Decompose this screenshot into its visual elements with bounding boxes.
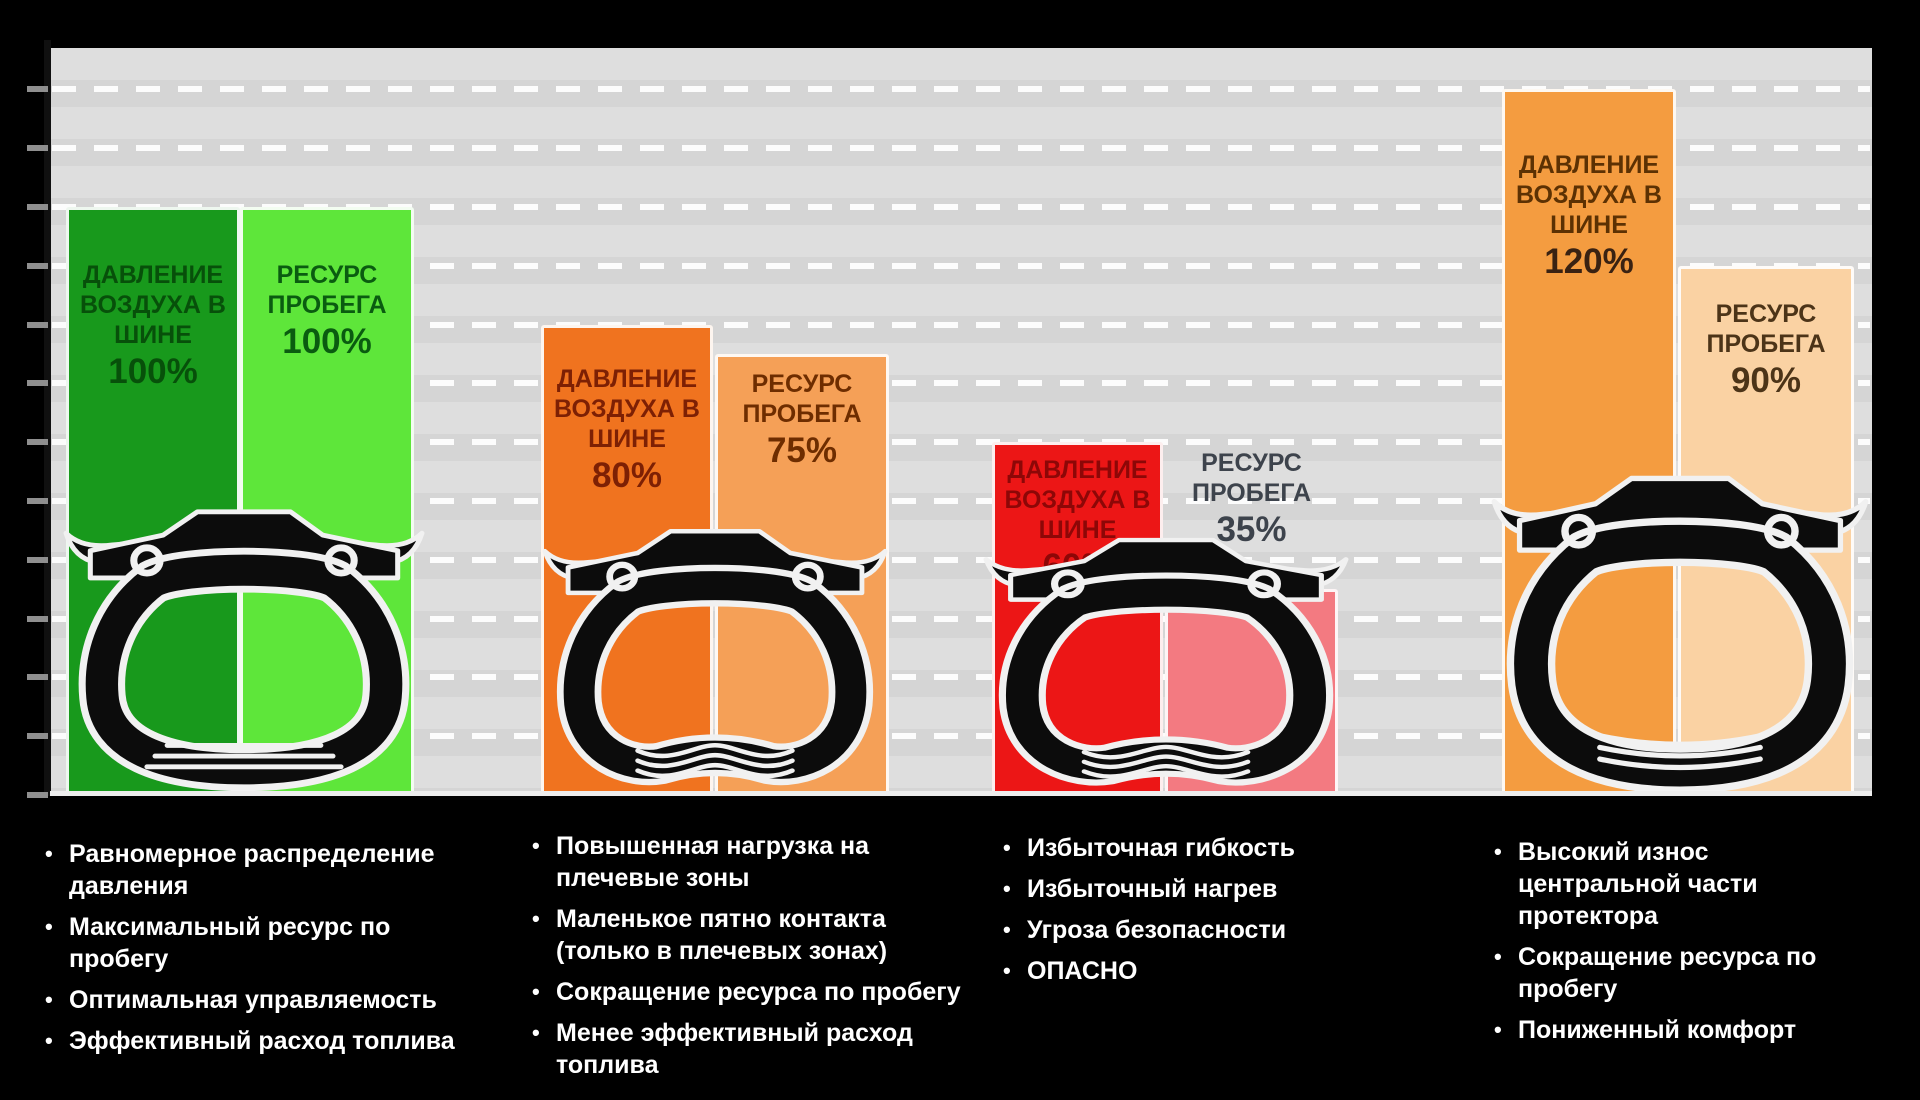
- notes-list-pressure-80: • Повышенная нагрузка на плечевые зоны • М…: [532, 830, 1032, 1090]
- gridline-100: [52, 204, 1870, 210]
- bar-value: 75%: [766, 431, 838, 470]
- bar-label: ДАВЛЕНИЕ ВОЗДУХА В ШИНЕ: [1004, 456, 1151, 544]
- bar-value: 100%: [108, 352, 198, 391]
- bar-label: ДАВЛЕНИЕ ВОЗДУХА В ШИНЕ: [80, 261, 226, 349]
- gridline-90: [52, 263, 1870, 269]
- bullet-icon: •: [45, 987, 53, 1012]
- note-item: • Угроза безопасности: [1003, 916, 1287, 944]
- bar-label: ДАВЛЕНИЕ ВОЗДУХА В ШИНЕ: [554, 365, 700, 453]
- y-axis-tick-100: [27, 204, 48, 210]
- bullet-icon: •: [532, 906, 540, 931]
- bullet-icon: •: [532, 833, 540, 858]
- tire-cross-section-icon-flat: [982, 533, 1350, 796]
- bar-label: РЕСУРС ПРОБЕГА: [1706, 300, 1826, 358]
- note-item: • Избыточный нагрев: [1003, 875, 1278, 903]
- note-item: • Пониженный комфорт: [1494, 1016, 1797, 1044]
- gridline-60: [52, 439, 1870, 445]
- y-axis-tick-110: [27, 145, 48, 151]
- gridline-70: [52, 380, 1870, 386]
- bullet-icon: •: [532, 979, 540, 1004]
- gridline-40: [52, 557, 1870, 563]
- y-axis-tick-70: [27, 380, 48, 386]
- gridline-30: [52, 616, 1870, 622]
- note-item: • ОПАСНО: [1003, 957, 1138, 985]
- gridline-50: [52, 498, 1870, 504]
- y-axis-tick-60: [27, 439, 48, 445]
- bullet-icon: •: [45, 841, 53, 866]
- bullet-icon: •: [1003, 958, 1011, 983]
- bar-value: 100%: [282, 322, 372, 361]
- note-item: • Повышенная нагрузка на плечевые зоны: [532, 832, 870, 892]
- y-axis: [44, 40, 51, 796]
- y-axis-tick-80: [27, 322, 48, 328]
- tire-cross-section-icon-underinflated: [541, 524, 889, 796]
- gridline-20: [52, 674, 1870, 680]
- note-item: • Сокращение ресурса по пробегу: [532, 978, 961, 1006]
- bullet-icon: •: [1003, 876, 1011, 901]
- bar-value: 80%: [591, 456, 663, 495]
- gridline-80: [52, 322, 1870, 328]
- bar-label: ДАВЛЕНИЕ ВОЗДУХА В ШИНЕ: [1516, 151, 1662, 239]
- note-item: • Оптимальная управляемость: [45, 986, 437, 1014]
- y-axis-tick-0: [27, 792, 48, 798]
- x-axis-baseline: [50, 791, 1872, 796]
- bar-value: 35%: [1216, 510, 1287, 549]
- y-axis-tick-50: [27, 498, 48, 504]
- gridline-110: [52, 145, 1870, 151]
- notes-list-pressure-100: • Равномерное распределение давления • Мак…: [45, 838, 485, 1066]
- note-item: • Маленькое пятно контакта (только в плеч…: [532, 905, 888, 965]
- bullet-icon: •: [1494, 944, 1502, 969]
- bullet-icon: •: [1003, 835, 1011, 860]
- bar-mileage-35-label: РЕСУРС ПРОБЕГА 35%: [1165, 448, 1338, 549]
- note-item: • Менее эффективный расход топлива: [532, 1019, 913, 1079]
- gridline-10: [52, 733, 1870, 739]
- note-item: • Избыточная гибкость: [1003, 834, 1296, 862]
- bullet-icon: •: [45, 1028, 53, 1053]
- bullet-icon: •: [1003, 917, 1011, 942]
- bullet-icon: •: [532, 1020, 540, 1045]
- y-axis-tick-10: [27, 733, 48, 739]
- y-axis-tick-20: [27, 674, 48, 680]
- y-axis-tick-30: [27, 616, 48, 622]
- gridline-120: [52, 86, 1870, 92]
- notes-list-pressure-60: • Избыточная гибкость • Избыточный нагрев …: [1003, 832, 1453, 996]
- note-item: • Высокий износ центральной части протект…: [1494, 838, 1758, 930]
- bullet-icon: •: [45, 914, 53, 939]
- note-item: • Равномерное распределение давления: [45, 840, 435, 900]
- bullet-icon: •: [1494, 1017, 1502, 1042]
- note-item: • Максимальный ресурс по пробегу: [45, 913, 391, 973]
- bullet-icon: •: [1494, 839, 1502, 864]
- tire-cross-section-icon-normal: [62, 504, 426, 796]
- bar-value: 90%: [1730, 361, 1802, 400]
- notes-list-pressure-120: • Высокий износ центральной части протект…: [1494, 836, 1914, 1055]
- note-item: • Эффективный расход топлива: [45, 1027, 455, 1055]
- bar-label: РЕСУРС ПРОБЕГА: [1191, 449, 1312, 507]
- bar-value: 120%: [1544, 242, 1634, 281]
- y-axis-tick-40: [27, 557, 48, 563]
- y-axis-tick-120: [27, 86, 48, 92]
- bar-label: РЕСУРС ПРОБЕГА: [267, 261, 387, 319]
- bar-label: РЕСУРС ПРОБЕГА: [742, 370, 862, 428]
- y-axis-tick-90: [27, 263, 48, 269]
- tire-cross-section-icon-overinflated: [1490, 470, 1870, 797]
- note-item: • Сокращение ресурса по пробегу: [1494, 943, 1817, 1003]
